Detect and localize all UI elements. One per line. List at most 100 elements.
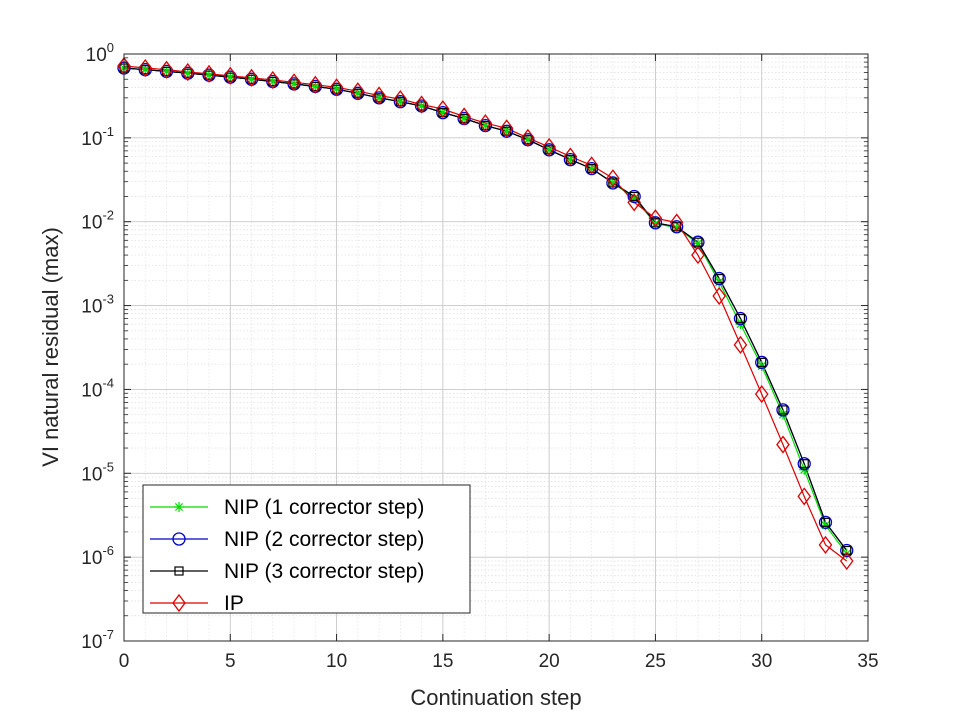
legend-item: NIP (2 corrector step) [150,528,424,551]
legend: NIP (1 corrector step) NIP (2 corrector s… [142,484,471,615]
data-point [182,68,193,79]
x-tick-label: 30 [751,651,772,672]
data-point [138,58,153,78]
data-point [840,543,854,558]
data-point [180,62,195,82]
data-point [606,176,620,190]
legend-marker [174,502,184,512]
data-point [457,107,471,126]
y-tick-label: 10-5 [81,459,114,485]
data-point [691,246,705,265]
data-point [712,286,727,306]
data-point [627,193,641,212]
x-tick-labels: 0 5 10 15 20 25 30 35 [119,651,879,672]
legend-box [142,484,471,614]
data-point [776,403,790,417]
data-point [308,75,323,94]
y-tick-labels: 100 10-1 10-2 10-3 10-4 10-5 10-6 10-7 [81,40,114,653]
data-point [733,311,748,326]
data-point [183,68,193,78]
legend-marker [172,593,186,613]
data-point [733,335,748,354]
y-tick-label: 10-6 [81,543,114,569]
data-point [607,177,618,188]
data-point [755,355,769,370]
data-point [542,137,556,156]
data-point [648,209,663,228]
data-point [797,457,811,471]
x-axis-label: Continuation step [410,685,581,710]
x-tick-label: 0 [119,651,130,672]
data-point [478,114,493,133]
data-point [563,152,578,167]
data-point [627,189,641,204]
data-point [351,82,365,101]
data-point [776,435,790,454]
data-point [839,551,854,571]
x-tick-label: 35 [857,651,878,672]
data-point [287,73,301,92]
data-point [648,216,663,230]
y-tick-label: 10-4 [81,375,114,401]
data-point [584,156,599,175]
series-markers [117,56,854,571]
data-point [818,535,833,554]
data-point [820,517,831,527]
y-tick-label: 100 [86,40,114,66]
data-point [414,95,429,114]
x-tick-label: 20 [539,651,560,672]
data-point [606,169,620,188]
y-tick-label: 10-1 [81,124,114,150]
data-point [799,459,809,469]
legend-item: NIP (3 corrector step) [150,560,424,583]
data-point [818,515,833,529]
legend-item: NIP (1 corrector step) [150,496,424,519]
data-point [159,60,174,79]
series-markers-4 [117,56,854,571]
data-point [585,161,599,176]
data-point [244,68,259,87]
data-point [691,235,705,249]
data-point [778,405,788,415]
data-point [202,64,216,83]
data-point [372,86,386,105]
plot-frame [123,53,869,642]
legend-label: NIP (2 corrector step) [224,528,424,551]
legend-label: NIP (3 corrector step) [224,560,424,583]
y-tick-label: 10-2 [81,208,114,234]
x-tick-label: 10 [326,651,347,672]
legend-label: NIP (1 corrector step) [224,496,424,519]
legend-label: IP [224,592,244,615]
data-point [563,147,578,166]
data-point [629,191,639,202]
data-point [204,70,215,81]
y-tick-label: 10-3 [81,292,114,318]
y-tick-label: 10-7 [81,627,114,653]
data-point [797,487,812,506]
data-point [436,105,450,120]
x-tick-label: 5 [225,651,236,672]
data-point [669,213,684,232]
data-point [246,74,257,84]
data-point [735,313,746,324]
data-point [754,385,769,404]
data-point [225,72,235,82]
data-point [714,273,724,284]
data-point [204,70,214,80]
data-point [223,66,238,85]
data-point [417,101,427,111]
axis-ticks [123,53,869,642]
data-point [265,70,280,90]
x-tick-label: 15 [432,651,453,672]
data-point [842,545,852,556]
data-point [712,271,726,286]
data-point [436,100,450,119]
legend-marker [174,566,184,576]
data-point [329,78,344,97]
data-point [499,119,514,138]
data-point [268,76,278,87]
legend-marker [172,532,186,546]
y-axis-label: VI natural residual (max) [38,227,63,467]
data-point [521,128,535,147]
